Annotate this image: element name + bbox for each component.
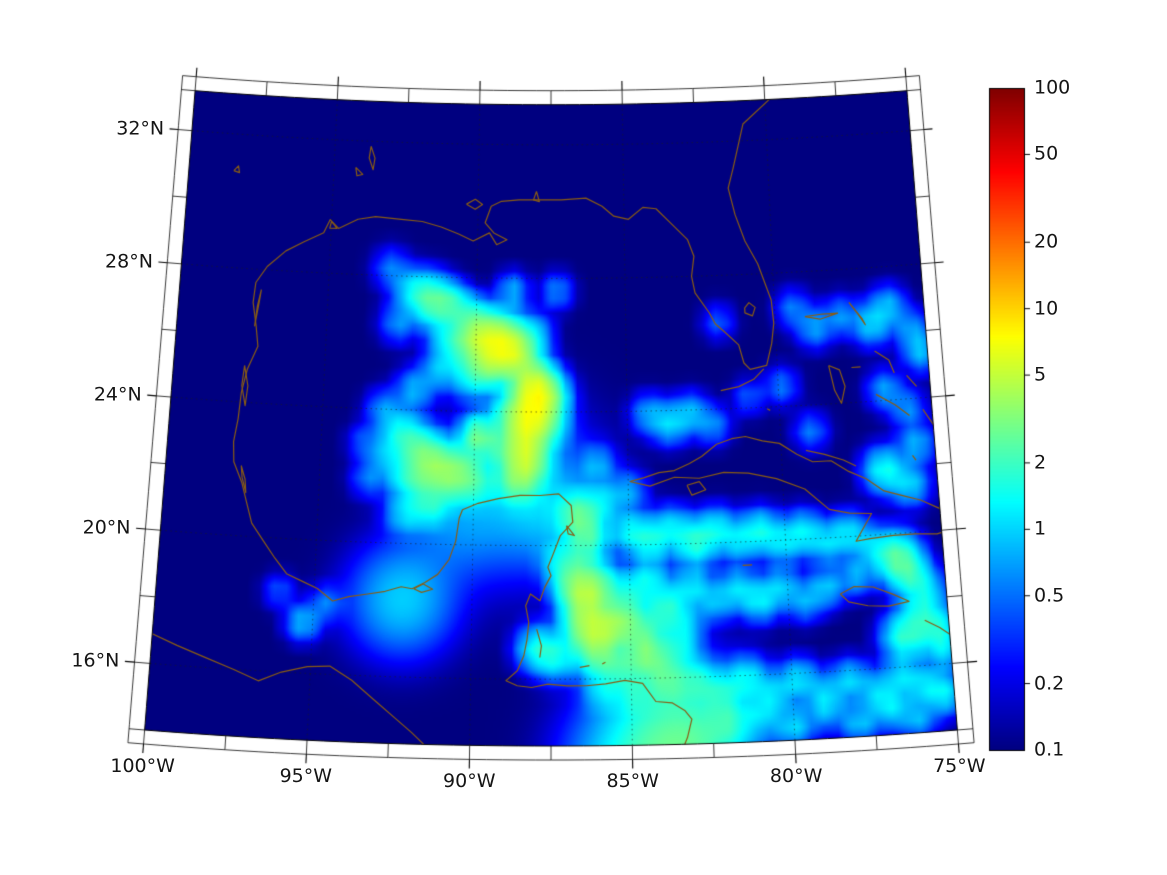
lon-tick-label: 85°W [606, 770, 659, 793]
colorbar-tick-label: 10 [1034, 297, 1059, 320]
lat-tick-label: 16°N [71, 649, 120, 672]
lon-tick-label: 80°W [769, 765, 823, 788]
colorbar-tick-label: 1 [1034, 517, 1047, 540]
colorbar-tick-label: 0.1 [1034, 738, 1065, 761]
colorbar-tick-label: 0.5 [1034, 584, 1065, 607]
lon-tick-label: 90°W [443, 770, 496, 793]
lon-tick-label: 95°W [279, 765, 333, 788]
colorbar-tick-label: 5 [1034, 363, 1047, 386]
lon-tick-label: 75°W [933, 754, 986, 777]
colorbar-tick-label: 0.2 [1034, 672, 1065, 695]
lat-tick-label: 24°N [93, 383, 142, 406]
colorbar-tick-label: 2 [1034, 451, 1047, 474]
lat-tick-label: 20°N [82, 516, 131, 539]
lat-tick-label: 32°N [116, 117, 165, 140]
colorbar-tick-label: 20 [1034, 230, 1059, 253]
lon-tick-label: 100°W [110, 754, 175, 777]
lat-tick-label: 28°N [105, 250, 153, 273]
colorbar-tick-label: 50 [1034, 142, 1059, 165]
colorbar-tick-label: 100 [1034, 76, 1071, 99]
